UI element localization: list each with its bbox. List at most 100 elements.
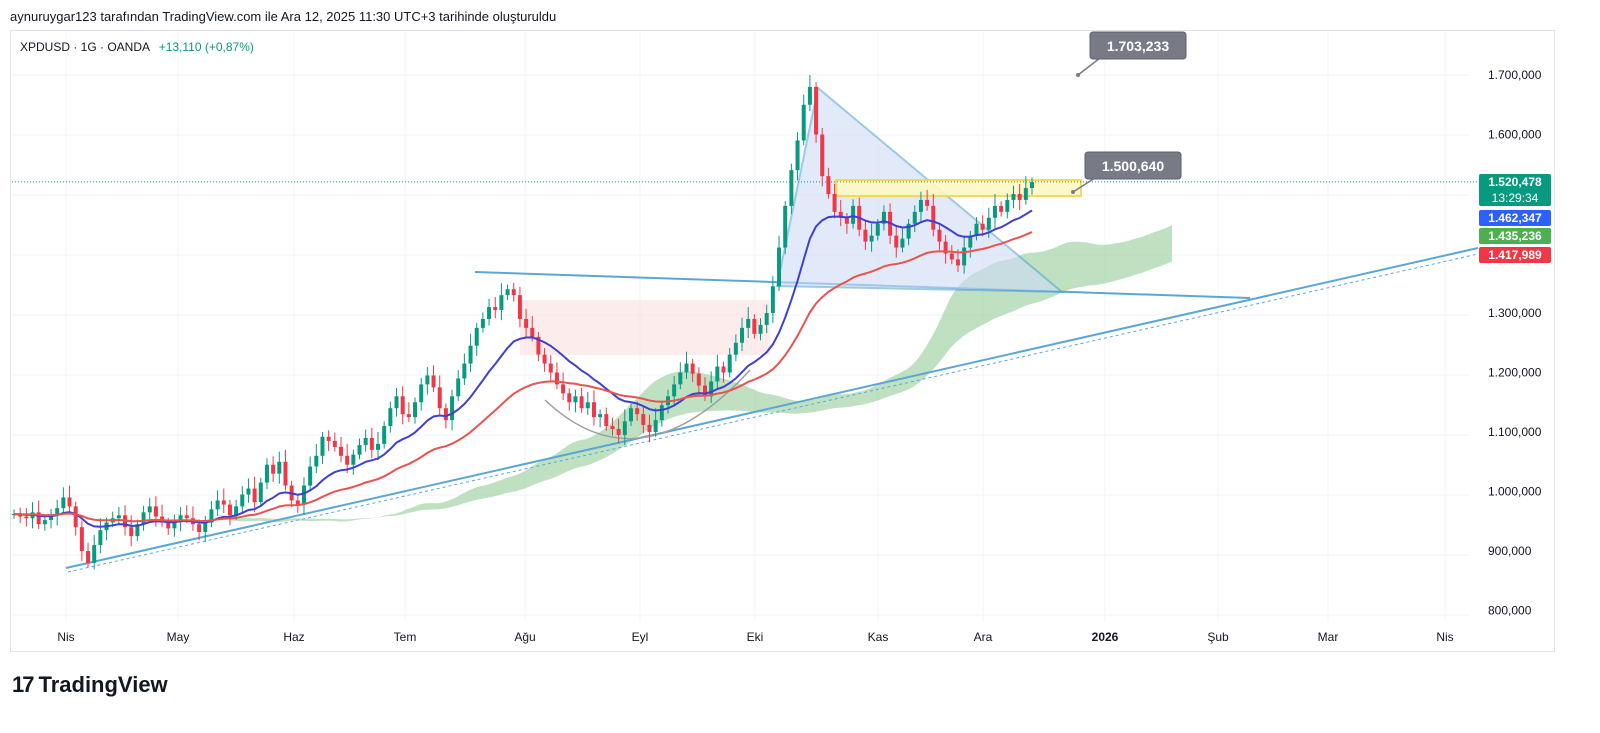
candle-body — [55, 508, 60, 516]
candle-body — [258, 482, 263, 503]
candle-body — [622, 421, 627, 435]
candle-body — [178, 515, 183, 522]
candle-body — [715, 366, 720, 382]
candle-body — [758, 324, 763, 334]
candle-body — [653, 420, 658, 432]
candle-body — [73, 506, 78, 528]
candle-body — [844, 217, 849, 224]
candle-body — [1011, 194, 1016, 200]
candle-body — [918, 199, 923, 212]
candle-body — [234, 506, 239, 516]
candle-body — [86, 551, 91, 563]
candle-body — [172, 521, 177, 529]
y-tick-label: 900,000 — [1488, 544, 1532, 558]
candle-body — [955, 259, 960, 266]
target-box — [835, 179, 1082, 197]
x-tick-label: May — [167, 630, 190, 644]
candle-body — [851, 205, 856, 224]
candle-body — [197, 524, 202, 532]
candle-body — [517, 295, 522, 319]
candle-body — [388, 408, 393, 427]
price-badge — [1479, 228, 1551, 244]
moving-averages — [13, 209, 1033, 528]
symbol-name: XPDUSD · 1G · OANDA — [20, 40, 150, 54]
candle-body — [826, 176, 831, 194]
candle-body — [147, 506, 152, 513]
candle-body — [166, 522, 171, 529]
candle-body — [672, 384, 677, 397]
price-badge-value: 1.435,236 — [1488, 229, 1542, 243]
x-tick-label: Mar — [1318, 630, 1339, 644]
candle-body — [215, 500, 220, 510]
candle-body — [801, 104, 806, 141]
tradingview-logo[interactable]: 17 TradingView — [12, 672, 168, 698]
symbol-legend: XPDUSD · 1G · OANDA +13,110 (+0,87%) — [20, 40, 254, 54]
candle-body — [443, 408, 448, 421]
candle-body — [394, 396, 399, 409]
drawings — [12, 86, 1479, 573]
x-tick-label: Eki — [747, 630, 764, 644]
price-badge-value: 1.462,347 — [1488, 211, 1542, 225]
candle-body — [838, 211, 843, 218]
candle-body — [184, 515, 189, 519]
red-zone — [520, 300, 770, 355]
candle-body — [999, 205, 1004, 212]
candle-body — [727, 354, 732, 373]
candle-body — [937, 229, 942, 242]
candle-body — [511, 289, 516, 296]
candle-body — [530, 327, 535, 337]
candle-body — [869, 235, 874, 242]
ema-slow — [13, 231, 1033, 523]
candle-body — [505, 289, 510, 296]
candle-body — [141, 512, 146, 525]
rising-trendline — [65, 247, 1479, 569]
candle-body — [536, 336, 541, 355]
candle-body — [338, 446, 343, 456]
candle-body — [135, 524, 140, 537]
candle-body — [875, 223, 880, 236]
x-axis: Nis May Haz Tem Ağu Eyl Eki Kas Ara 2026 Şub Mar Nis — [57, 630, 1453, 644]
candle-body — [36, 512, 41, 525]
candle-body — [974, 223, 979, 236]
x-tick-label: Kas — [868, 630, 889, 644]
candle-body — [382, 426, 387, 444]
candle-body — [493, 307, 498, 311]
candle-body — [968, 235, 973, 248]
candle-body — [863, 229, 868, 242]
chart-header: aynuruygar123 tarafından TradingView.com… — [10, 9, 557, 24]
x-tick-label: Ara — [974, 630, 993, 644]
candle-body — [777, 247, 782, 287]
candle-body — [721, 366, 726, 373]
candle-body — [116, 515, 121, 519]
callout-anchor — [1071, 190, 1075, 194]
candle-body — [820, 134, 825, 177]
price-badge-countdown: 13:29:34 — [1492, 191, 1539, 205]
candle-body — [783, 205, 788, 248]
candle-body — [709, 381, 714, 397]
cup-arc — [544, 369, 751, 440]
candle-body — [561, 384, 566, 394]
candle-body — [764, 313, 769, 325]
candle-body — [419, 384, 424, 403]
callout-pointer — [1072, 177, 1096, 193]
x-tick-label: Nis — [57, 630, 74, 644]
y-tick-label: 1.000,000 — [1488, 485, 1542, 499]
candle-body — [598, 414, 603, 418]
candle-body — [925, 199, 930, 206]
callout-value: 1.500,640 — [1102, 158, 1164, 174]
candle-body — [807, 86, 812, 105]
candle-body — [264, 464, 269, 483]
candle-body — [332, 440, 337, 447]
candle-body — [425, 375, 430, 385]
symbol-change: +13,110 (+0,87%) — [158, 40, 254, 54]
candle-body — [770, 286, 775, 313]
candle-body — [943, 241, 948, 254]
candle-body — [579, 396, 584, 409]
candle-body — [678, 372, 683, 385]
candle-body — [1030, 182, 1034, 189]
candle-body — [42, 520, 47, 525]
candle-body — [308, 466, 313, 486]
candle-body — [487, 307, 492, 319]
x-tick-label: Şub — [1207, 630, 1229, 644]
